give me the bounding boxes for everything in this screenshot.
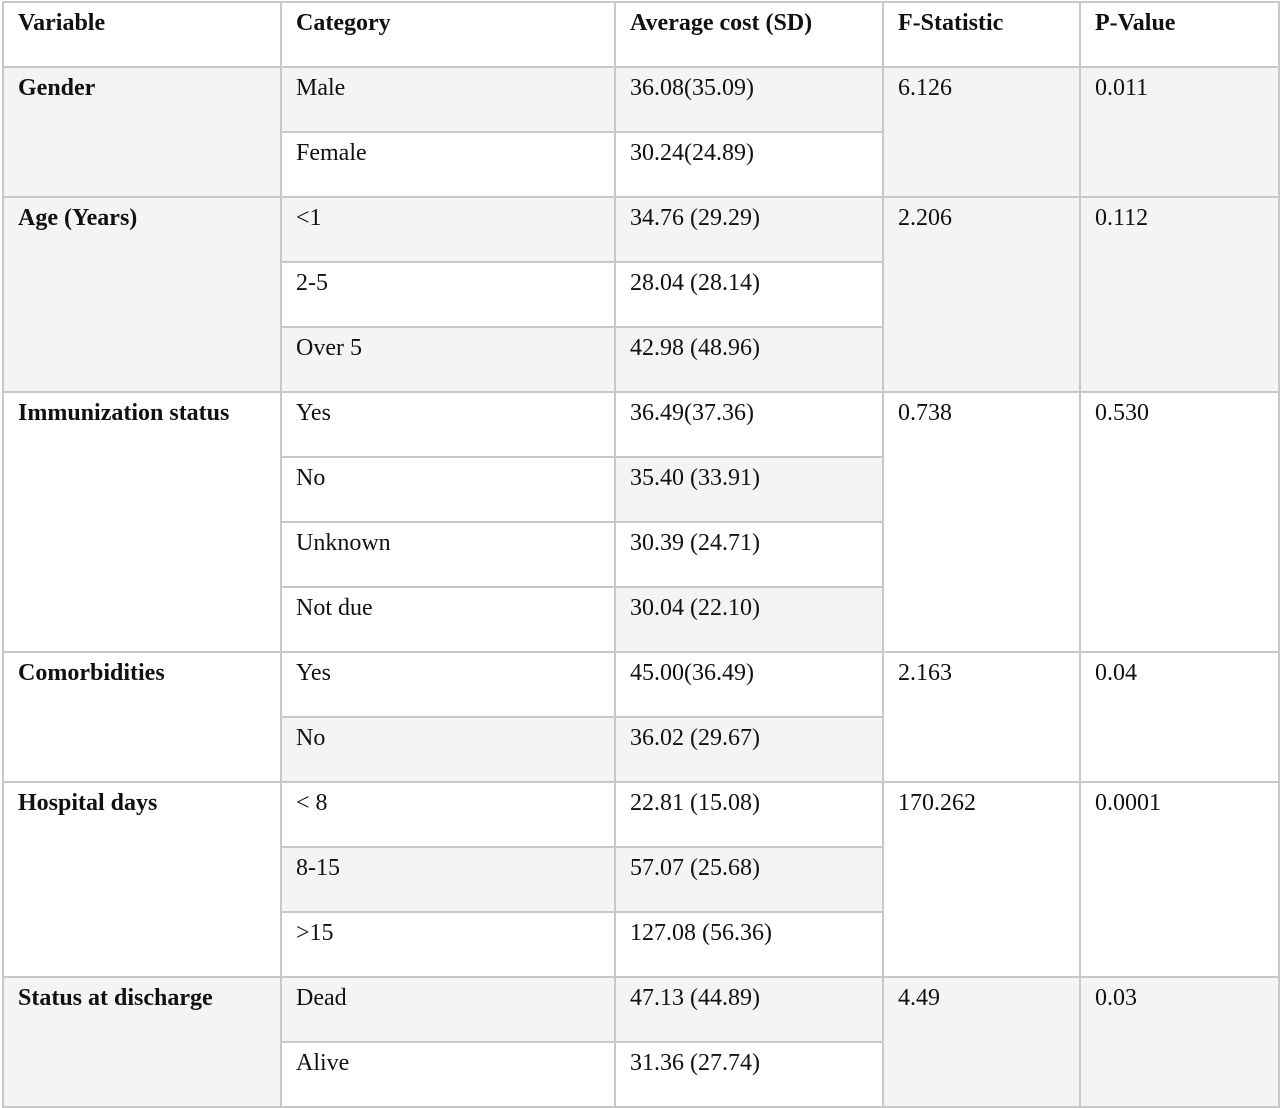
f-statistic-cell: 2.206 (882, 196, 1081, 393)
category-cell: Over 5 (280, 326, 616, 393)
header-category: Category (280, 1, 616, 68)
table-row: Over 5 42.98 (48.96) (3, 326, 1279, 393)
category-cell: Unknown (280, 521, 616, 588)
table-row: Age (Years) <1 34.76 (29.29) 2.206 0.112 (2, 196, 1280, 393)
table-row: Gender Male 36.08(35.09) 6.126 0.011 (2, 66, 1280, 198)
cost-cell: 34.76 (29.29) (614, 196, 884, 263)
variable-cell: Status at discharge (2, 976, 282, 1108)
header-average-cost: Average cost (SD) (614, 1, 884, 68)
table-row: No 36.02 (29.67) (3, 716, 1279, 783)
category-cell: <1 (280, 196, 616, 263)
p-value-cell: 0.112 (1079, 196, 1280, 393)
cost-cell: 30.24(24.89) (614, 131, 884, 198)
p-value-cell: 0.011 (1079, 66, 1280, 198)
cost-cell: 30.39 (24.71) (614, 521, 884, 588)
variable-cell: Hospital days (2, 781, 282, 978)
cost-cell: 36.08(35.09) (614, 66, 884, 133)
table-row: >15 127.08 (56.36) (3, 911, 1279, 978)
category-cell: Not due (280, 586, 616, 653)
category-cell: 8-15 (280, 846, 616, 913)
category-cell: Yes (280, 651, 616, 718)
table-row: No 35.40 (33.91) (3, 456, 1279, 523)
category-cell: Alive (280, 1041, 616, 1108)
category-cell: No (280, 456, 616, 523)
category-cell: 2-5 (280, 261, 616, 328)
f-statistic-cell: 4.49 (882, 976, 1081, 1108)
table-row: Unknown 30.39 (24.71) (3, 521, 1279, 588)
cost-cell: 42.98 (48.96) (614, 326, 884, 393)
f-statistic-cell: 6.126 (882, 66, 1081, 198)
header-f-statistic: F-Statistic (882, 1, 1081, 68)
variable-cell: Gender (2, 66, 282, 198)
p-value-cell: 0.04 (1079, 651, 1280, 783)
cost-cell: 36.49(37.36) (614, 391, 884, 458)
table-row: Not due 30.04 (22.10) (3, 586, 1279, 653)
category-cell: < 8 (280, 781, 616, 848)
category-cell: >15 (280, 911, 616, 978)
header-p-value: P-Value (1079, 1, 1280, 68)
f-statistic-cell: 0.738 (882, 391, 1081, 653)
cost-cell: 127.08 (56.36) (614, 911, 884, 978)
f-statistic-cell: 2.163 (882, 651, 1081, 783)
cost-cell: 31.36 (27.74) (614, 1041, 884, 1108)
cost-cell: 30.04 (22.10) (614, 586, 884, 653)
cost-cell: 57.07 (25.68) (614, 846, 884, 913)
header-row: Variable Category Average cost (SD) F-St… (2, 1, 1280, 68)
cost-cell: 47.13 (44.89) (614, 976, 884, 1043)
variable-cell: Comorbidities (2, 651, 282, 783)
variable-cell: Immunization status (2, 391, 282, 653)
category-cell: Yes (280, 391, 616, 458)
header-variable: Variable (2, 1, 282, 68)
p-value-cell: 0.530 (1079, 391, 1280, 653)
category-cell: No (280, 716, 616, 783)
p-value-cell: 0.0001 (1079, 781, 1280, 978)
variable-cell: Age (Years) (2, 196, 282, 393)
cost-cell: 45.00(36.49) (614, 651, 884, 718)
category-cell: Male (280, 66, 616, 133)
table-row: Female 30.24(24.89) (3, 131, 1279, 198)
cost-cell: 36.02 (29.67) (614, 716, 884, 783)
cost-cell: 22.81 (15.08) (614, 781, 884, 848)
table-row: Immunization status Yes 36.49(37.36) 0.7… (2, 391, 1280, 653)
cost-cell: 28.04 (28.14) (614, 261, 884, 328)
table-row: Comorbidities Yes 45.00(36.49) 2.163 0.0… (2, 651, 1280, 783)
table-row: 2-5 28.04 (28.14) (3, 261, 1279, 328)
table-row: Status at discharge Dead 47.13 (44.89) 4… (2, 976, 1280, 1108)
category-cell: Female (280, 131, 616, 198)
category-cell: Dead (280, 976, 616, 1043)
p-value-cell: 0.03 (1079, 976, 1280, 1108)
f-statistic-cell: 170.262 (882, 781, 1081, 978)
cost-cell: 35.40 (33.91) (614, 456, 884, 523)
table-row: 8-15 57.07 (25.68) (3, 846, 1279, 913)
table-row: Hospital days < 8 22.81 (15.08) 170.262 … (2, 781, 1280, 978)
